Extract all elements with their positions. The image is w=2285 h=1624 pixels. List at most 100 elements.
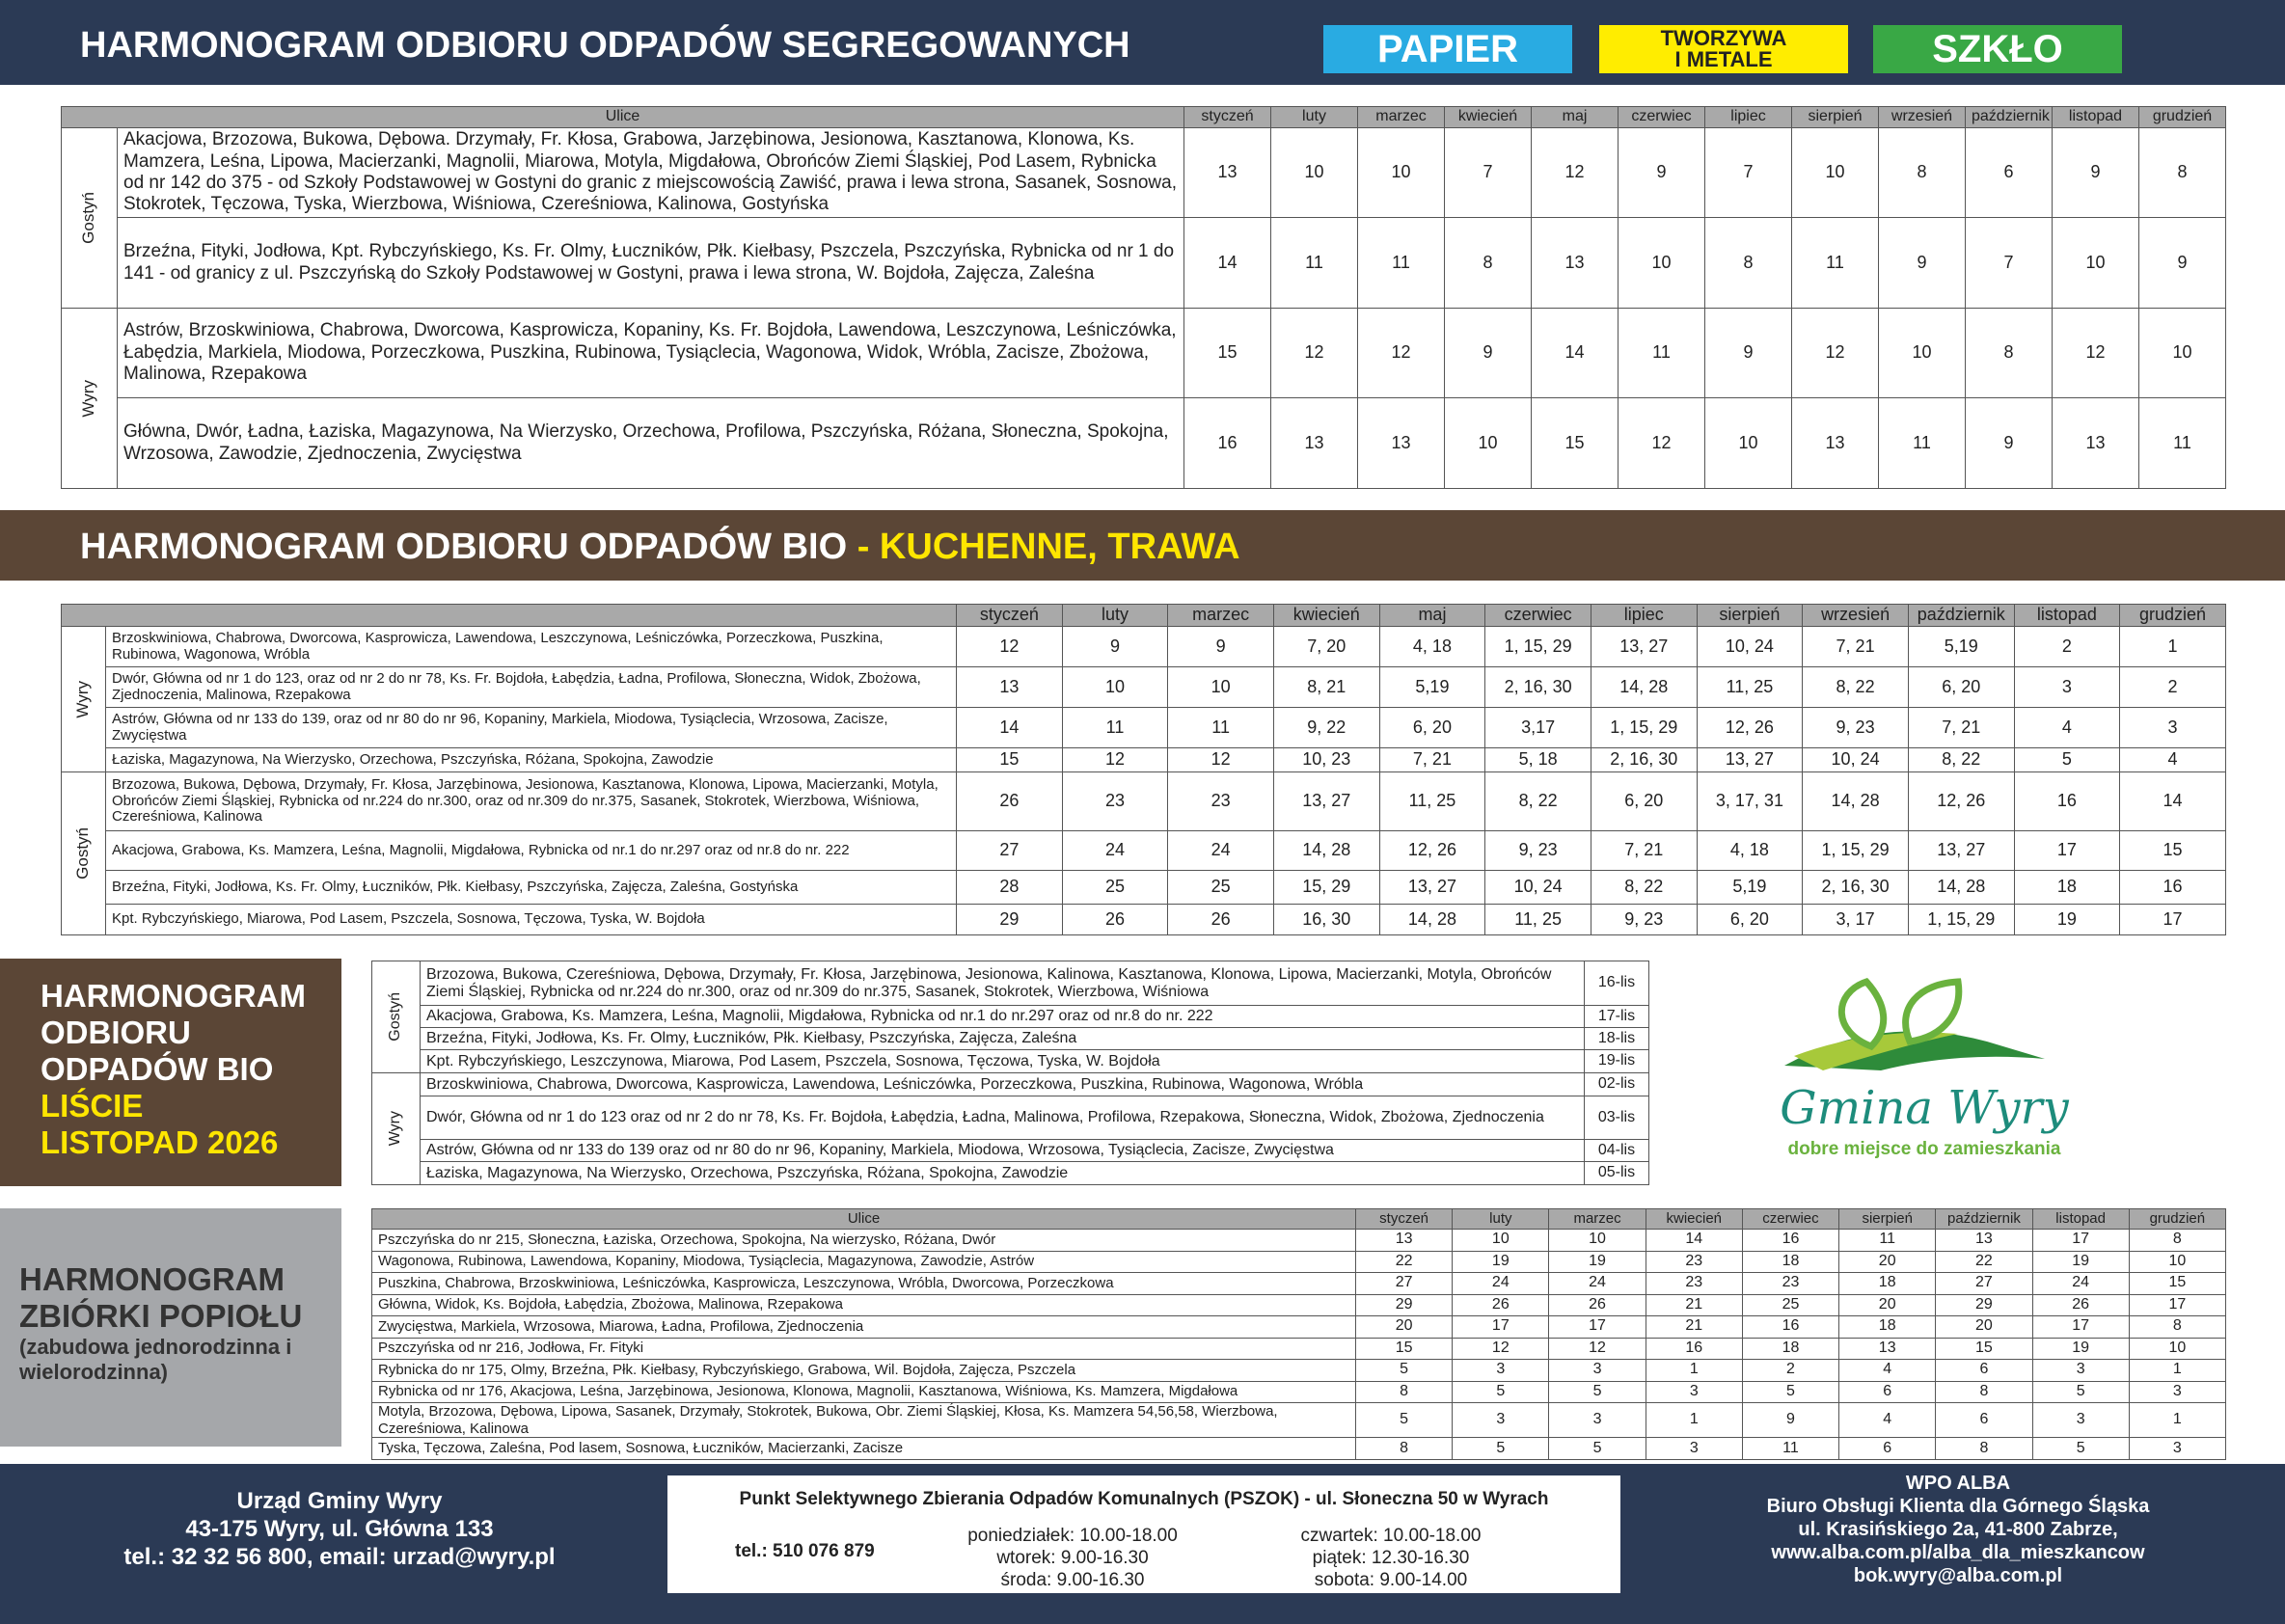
date-cell: 1, 15, 29	[1484, 626, 1591, 667]
date-cell: 8	[1935, 1380, 2033, 1403]
date-cell: 1	[2119, 626, 2226, 667]
date-cell: 6	[1935, 1359, 2033, 1382]
column-header: kwiecień	[1645, 1208, 1743, 1230]
date-cell: 5	[1452, 1380, 1550, 1403]
office-line: tel.: 32 32 56 800, email: urzad@wyry.pl	[123, 1543, 556, 1570]
date-cell: 24	[1167, 830, 1274, 871]
column-header	[61, 604, 957, 627]
streets-cell: Rybnicka do nr 175, Olmy, Brzeźna, Płk. …	[371, 1359, 1356, 1382]
column-header: Ulice	[371, 1208, 1356, 1230]
date-cell: 20	[1354, 1315, 1454, 1339]
date-cell: 1	[2128, 1401, 2226, 1439]
date-cell: 15	[2128, 1272, 2226, 1295]
date-cell: 16-lis	[1584, 961, 1649, 1006]
date-cell: 3	[2031, 1359, 2130, 1382]
badge-text: I METALE	[1674, 47, 1773, 71]
date-cell: 13	[1183, 127, 1271, 218]
date-cell: 10	[1878, 308, 1966, 398]
date-cell: 8, 22	[1590, 870, 1698, 905]
date-cell: 1	[2128, 1359, 2226, 1382]
date-cell: 11	[1791, 217, 1879, 309]
badge-text: SZKŁO	[1932, 28, 2063, 70]
column-header: grudzień	[2138, 106, 2226, 128]
date-cell: 4, 18	[1696, 830, 1804, 871]
date-cell: 20	[1838, 1250, 1937, 1273]
date-cell: 3	[2128, 1437, 2226, 1460]
date-cell: 17-lis	[1584, 1005, 1649, 1028]
group-cell: Wyry	[371, 1072, 421, 1185]
date-cell: 8	[1354, 1437, 1454, 1460]
date-cell: 8	[1878, 127, 1966, 218]
date-cell: 8	[1965, 308, 2053, 398]
date-cell: 26	[1167, 904, 1274, 935]
date-cell: 8	[2128, 1229, 2226, 1252]
date-cell: 28	[956, 870, 1063, 905]
date-cell: 10	[1618, 217, 1705, 309]
date-cell: 3,17	[1484, 707, 1591, 748]
date-cell: 14, 28	[1378, 904, 1486, 935]
group-cell: Wyry	[61, 626, 106, 772]
row: Puszkina, Chabrowa, Brzoskwiniowa, Leśni…	[371, 1272, 2226, 1295]
bio-title: HARMONOGRAM ODBIORU ODPADÓW BIO - KUCHEN…	[80, 527, 1240, 568]
date-cell: 6, 20	[1696, 904, 1804, 935]
row: Wyry Brzoskwiniowa, Chabrowa, Dworcowa, K…	[61, 626, 2226, 772]
date-cell: 9, 23	[1484, 830, 1591, 871]
date-cell: 8, 22	[1802, 666, 1909, 708]
header-row: Ulice styczeń luty marzec kwiecień czerwiec si…	[371, 1208, 2226, 1230]
date-cell: 1, 15, 29	[1907, 904, 2015, 935]
date-cell: 12, 26	[1696, 707, 1804, 748]
date-cell: 12, 26	[1907, 771, 2015, 831]
date-cell: 5	[1548, 1437, 1646, 1460]
date-cell: 05-lis	[1584, 1161, 1649, 1185]
bio-title-main: HARMONOGRAM ODBIORU ODPADÓW BIO	[80, 527, 848, 567]
streets-cell: Łaziska, Magazynowa, Na Wierzysko, Orzec…	[105, 747, 957, 772]
date-cell: 12, 26	[1378, 830, 1486, 871]
date-cell: 18	[2013, 870, 2121, 905]
date-cell: 7, 21	[1590, 830, 1698, 871]
date-cell: 17	[1548, 1315, 1646, 1339]
column-header: styczeń	[1354, 1208, 1454, 1230]
column-header: kwiecień	[1272, 604, 1380, 627]
row: Akacjowa, Grabowa, Ks. Mamzera, Leśna, M…	[62, 830, 2226, 871]
date-cell: 19	[2031, 1250, 2130, 1273]
date-cell: 8	[1704, 217, 1792, 309]
date-cell: 8	[2138, 127, 2226, 218]
date-cell: 9, 22	[1272, 707, 1380, 748]
column-header: sierpień	[1696, 604, 1804, 627]
date-cell: 9	[2138, 217, 2226, 309]
date-cell: 13, 27	[1272, 771, 1380, 831]
row: Wyry Brzoskwiniowa, Chabrowa, Dworcowa, K…	[371, 1072, 1649, 1185]
logo-graphic	[1784, 977, 2045, 1070]
group-label: Wyry	[79, 379, 98, 418]
row: Gostyń Brzozowa, Bukowa, Czereśniowa, Dęb…	[371, 961, 1649, 1073]
date-cell: 10	[2052, 217, 2139, 309]
date-cell: 9	[1444, 308, 1532, 398]
row: Astrów, Główna od nr 133 do 139 oraz od …	[372, 1139, 1649, 1162]
column-header: czerwiec	[1618, 106, 1705, 128]
date-cell: 12	[1167, 747, 1274, 772]
date-cell: 13	[1531, 217, 1619, 309]
date-cell: 26	[1061, 904, 1169, 935]
column-header: maj	[1378, 604, 1486, 627]
date-cell: 8	[2128, 1315, 2226, 1339]
schedule-table: Ulice styczeń luty marzec kwiecień maj czerwie…	[61, 106, 2226, 489]
date-cell: 4	[1838, 1359, 1937, 1382]
row: Akacjowa, Grabowa, Ks. Mamzera, Leśna, M…	[372, 1005, 1649, 1028]
date-cell: 14	[1645, 1229, 1743, 1252]
date-cell: 5	[1548, 1380, 1646, 1403]
column-header: luty	[1061, 604, 1169, 627]
date-cell: 9	[1965, 397, 2053, 489]
date-cell: 11	[2138, 397, 2226, 489]
streets-cell: Astrów, Główna od nr 133 do 139, oraz od…	[105, 707, 957, 748]
date-cell: 15	[2119, 830, 2226, 871]
column-header: luty	[1452, 1208, 1550, 1230]
column-header: sierpień	[1791, 106, 1879, 128]
date-cell: 11	[1061, 707, 1169, 748]
date-cell: 3	[1548, 1359, 1646, 1382]
row: Brzeźna, Fityki, Jodłowa, Ks. Fr. Olmy, …	[62, 870, 2226, 905]
date-cell: 7	[1704, 127, 1792, 218]
date-cell: 7, 21	[1802, 626, 1909, 667]
date-cell: 2	[1741, 1359, 1840, 1382]
date-cell: 16	[1741, 1315, 1840, 1339]
date-cell: 5	[2031, 1380, 2130, 1403]
